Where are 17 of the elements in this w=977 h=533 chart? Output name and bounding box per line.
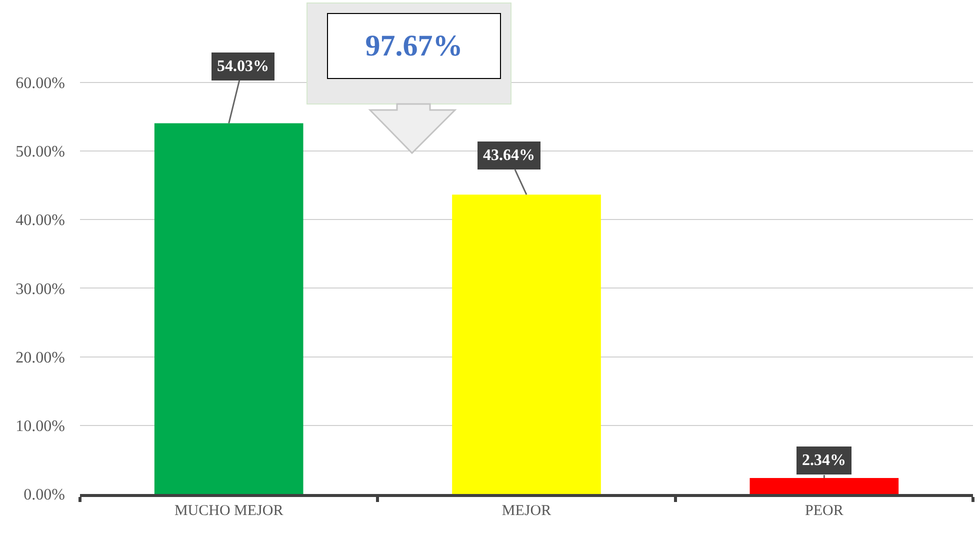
bar (750, 478, 899, 494)
bar (452, 194, 601, 494)
x-tick-label: MEJOR (502, 503, 552, 519)
y-tick-label: 30.00% (16, 280, 65, 298)
y-tick-label: 10.00% (16, 418, 65, 435)
x-tick-label: PEOR (805, 503, 844, 519)
data-label: 43.64% (483, 147, 535, 164)
x-tick-label: MUCHO MEJOR (174, 503, 284, 519)
data-label: 54.03% (217, 58, 269, 75)
annotation: 97.67% (365, 30, 463, 62)
y-tick-label: 60.00% (16, 74, 65, 92)
bar (154, 123, 304, 494)
y-tick-label: 0.00% (24, 486, 65, 504)
y-tick-label: 50.00% (16, 144, 65, 161)
y-tick-label: 40.00% (16, 212, 65, 230)
data-label: 2.34% (802, 452, 846, 469)
y-tick-label: 20.00% (16, 349, 65, 366)
